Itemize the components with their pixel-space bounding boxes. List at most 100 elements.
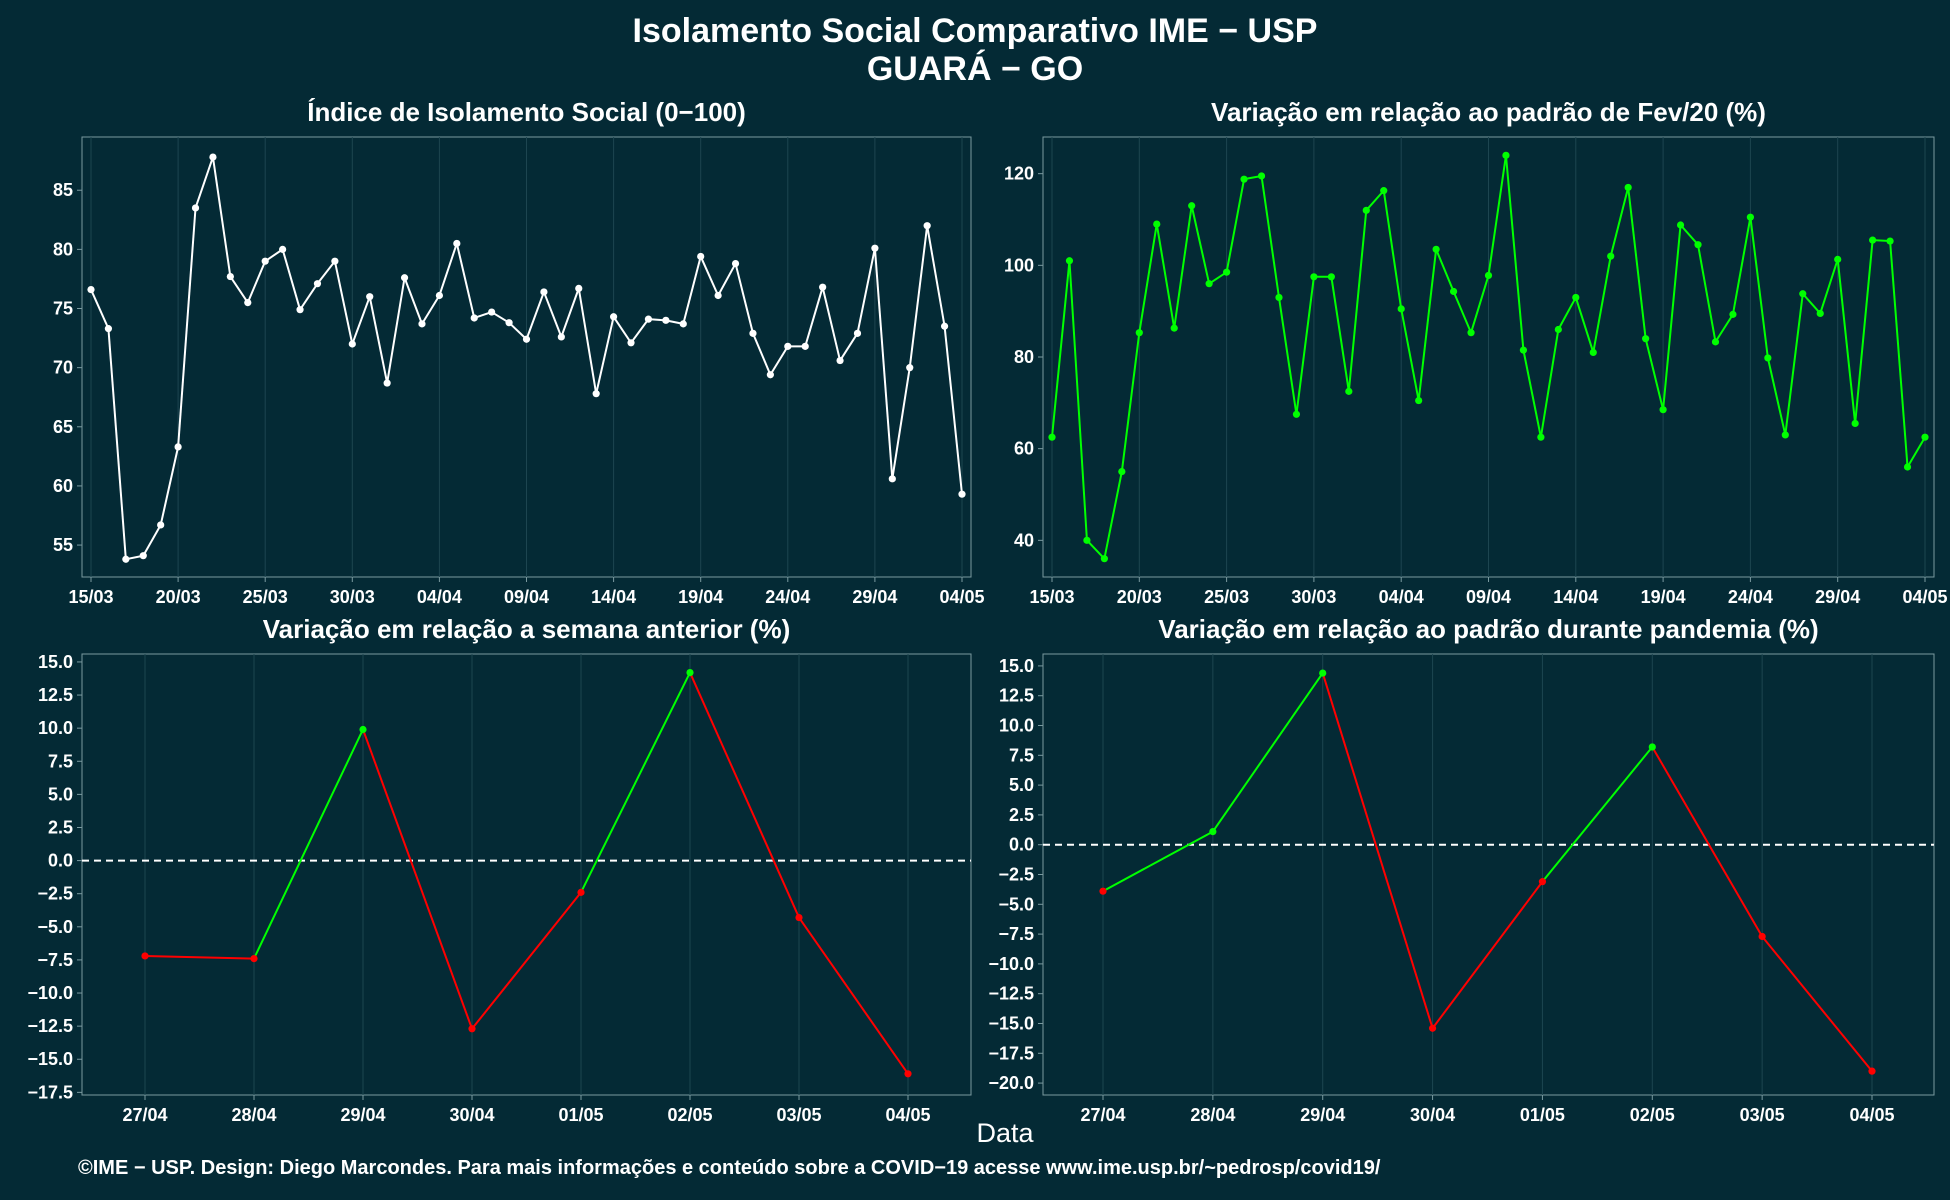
y-tick-label: 55	[53, 535, 73, 555]
data-point	[366, 293, 374, 301]
data-point	[1257, 172, 1266, 180]
data-point	[1851, 419, 1859, 428]
data-point	[853, 329, 862, 337]
x-tick-label: 03/05	[776, 1105, 821, 1125]
series-line-segment	[1906, 436, 1926, 468]
x-tick-label: 02/05	[667, 1105, 712, 1125]
data-point	[1781, 431, 1789, 439]
data-point	[1223, 268, 1231, 276]
x-tick-label: 27/04	[122, 1105, 167, 1125]
series-line-segment	[142, 524, 162, 557]
data-point	[1903, 463, 1912, 471]
y-tick-label: −10.0	[988, 954, 1034, 974]
data-point	[1327, 273, 1335, 281]
series-line-segment	[1819, 259, 1839, 314]
y-tick-label: −2.5	[37, 884, 73, 904]
series-line-segment	[699, 256, 720, 296]
data-point	[1648, 743, 1656, 751]
y-tick-label: 5.0	[48, 784, 73, 804]
y-tick-label: 7.5	[48, 751, 73, 771]
series-line-segment	[769, 345, 789, 376]
x-tick-label: 25/03	[1204, 587, 1249, 607]
panel-title: Variação em relação a semana anterior (%…	[262, 614, 791, 644]
series-line-segment	[804, 286, 824, 347]
data-point	[575, 284, 583, 292]
series-line-segment	[630, 318, 650, 344]
x-tick-label: 14/04	[591, 587, 636, 607]
series-line-segment	[734, 263, 754, 334]
series-line-segment	[1103, 471, 1123, 559]
series-line-segment	[1120, 332, 1141, 472]
x-tick-label: 15/03	[68, 587, 113, 607]
data-point	[1135, 329, 1143, 337]
series-line-segment	[1086, 539, 1106, 560]
data-point	[557, 333, 565, 341]
data-point	[923, 222, 931, 230]
data-point	[470, 314, 478, 322]
series-line-segment	[577, 288, 598, 394]
data-point	[1380, 187, 1388, 195]
data-point	[261, 257, 269, 265]
x-tick-label: 29/04	[1300, 1105, 1345, 1125]
y-tick-label: −5.0	[37, 917, 73, 937]
y-tick-label: 70	[53, 358, 73, 378]
series-line-segment	[1731, 217, 1752, 315]
y-tick-label: 60	[1014, 439, 1034, 459]
variation-week-plot: 27/04 28/04 29/04 30/04 01/05 02/05 03/05 04/05…	[27, 652, 972, 1125]
x-tick-label: 01/05	[558, 1105, 603, 1125]
x-tick-label: 01/05	[1520, 1105, 1565, 1125]
data-point	[1711, 338, 1720, 346]
series-line-segment	[508, 321, 528, 340]
series-line-segment	[752, 332, 772, 376]
isolation-index-plot: 15/03 20/03 25/03 30/03 04/04 09/04 14/04 19/04…	[53, 136, 985, 607]
data-point	[191, 204, 200, 212]
data-point	[1834, 255, 1842, 263]
series-line-segment	[873, 248, 894, 479]
y-tick-label: 80	[1014, 347, 1034, 367]
y-tick-label: −12.5	[988, 984, 1034, 1004]
series-line-segment	[1662, 224, 1682, 410]
x-tick-label: 29/04	[340, 1105, 385, 1125]
data-point	[1868, 1067, 1876, 1075]
x-tick-label: 24/04	[765, 587, 810, 607]
series-line-segment	[471, 891, 582, 1030]
y-tick-label: −15.0	[988, 1013, 1034, 1033]
series-line-segment	[246, 260, 267, 303]
y-tick-label: 7.5	[1009, 745, 1034, 765]
series-line-segment	[856, 247, 876, 334]
data-point	[1484, 271, 1493, 280]
series-line-segment	[1557, 296, 1577, 330]
series-line-segment	[1522, 349, 1542, 438]
data-point	[836, 356, 844, 365]
panel-title: Variação em relação ao padrão de Fev/20 …	[1211, 97, 1766, 127]
x-tick-label: 03/05	[1740, 1105, 1785, 1125]
data-point	[1048, 433, 1056, 441]
data-point	[1869, 236, 1877, 244]
y-tick-label: 80	[53, 239, 73, 259]
series-line-segment	[1679, 224, 1699, 246]
series-line-segment	[1627, 187, 1647, 339]
data-point	[104, 325, 113, 333]
data-point	[1362, 206, 1370, 214]
title: Isolamento Social Comparativo IME − USP	[632, 12, 1318, 50]
y-tick-label: −17.5	[988, 1043, 1034, 1063]
data-point	[766, 371, 774, 379]
y-tick-label: 15.0	[999, 656, 1034, 676]
series-line-segment	[1225, 178, 1246, 273]
series-line-segment	[1574, 297, 1595, 353]
series-line-segment	[386, 277, 406, 384]
chart-main-title: Isolamento Social Comparativo IME − USP …	[0, 12, 1950, 88]
series-line-segment	[438, 243, 458, 296]
data-point	[331, 257, 339, 265]
panel-variation-pandemic: Variação em relação ao padrão durante pa…	[988, 614, 1935, 1125]
series-line-segment	[821, 286, 842, 361]
data-point	[1415, 396, 1423, 405]
y-tick-label: −15.0	[27, 1049, 73, 1069]
y-tick-label: 10.0	[999, 716, 1034, 736]
series-line-segment	[1321, 672, 1434, 1029]
x-tick-label: 29/04	[1815, 587, 1860, 607]
data-point	[1467, 329, 1475, 337]
data-point	[174, 443, 182, 451]
x-tick-label: 28/04	[1190, 1105, 1235, 1125]
series-line-segment	[159, 446, 180, 526]
